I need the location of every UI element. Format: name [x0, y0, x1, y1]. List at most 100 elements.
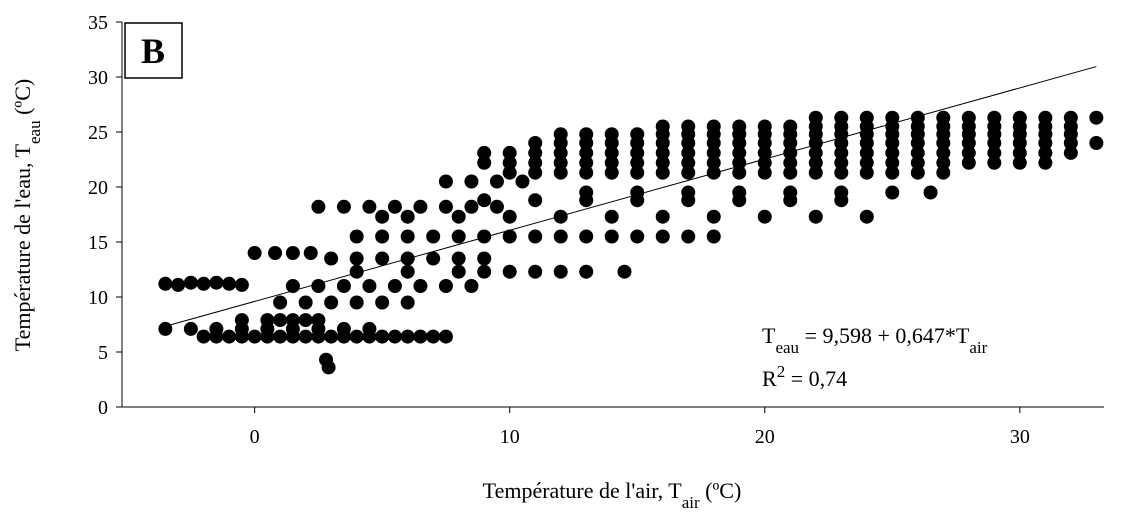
point [413, 329, 428, 344]
point [319, 352, 334, 367]
point [808, 145, 823, 160]
x-tick-label: 0 [250, 426, 260, 448]
point [553, 145, 568, 160]
point [324, 329, 339, 344]
x-tick-label: 20 [755, 426, 775, 448]
point [438, 279, 453, 293]
point [426, 229, 441, 244]
eq-part: = 9,598 + 0,647*T [799, 323, 970, 348]
point [961, 145, 976, 160]
point [757, 155, 772, 170]
trendline [162, 66, 1097, 328]
point [681, 165, 696, 180]
point [987, 110, 1002, 125]
point [834, 185, 849, 200]
point [732, 145, 747, 160]
point [502, 155, 517, 170]
point [681, 185, 696, 200]
point [757, 209, 772, 224]
point [732, 165, 747, 180]
point [885, 110, 900, 125]
point [324, 251, 339, 266]
point [630, 229, 645, 244]
point [528, 264, 543, 279]
point [579, 185, 594, 200]
point [732, 155, 747, 170]
point [1012, 110, 1027, 125]
r2-part: = 0,74 [785, 366, 847, 391]
point [171, 277, 186, 292]
point [655, 229, 670, 244]
point [426, 329, 441, 344]
point [859, 145, 874, 160]
point [375, 295, 390, 310]
point [859, 209, 874, 224]
point [783, 185, 798, 200]
point [604, 165, 619, 180]
point [706, 145, 721, 160]
point [630, 185, 645, 200]
point [477, 251, 492, 266]
y-tick-label: 20 [88, 177, 108, 199]
point [579, 229, 594, 244]
point [362, 321, 377, 336]
point [987, 145, 1002, 160]
point [400, 264, 415, 279]
y-tick-label: 30 [88, 67, 108, 89]
point [553, 209, 568, 224]
point [247, 329, 262, 344]
point [477, 145, 492, 160]
point [222, 329, 237, 344]
point [859, 165, 874, 180]
point [706, 229, 721, 244]
point [273, 295, 288, 310]
point [489, 199, 504, 214]
point [604, 155, 619, 170]
point [234, 313, 249, 328]
point [706, 165, 721, 180]
point [885, 155, 900, 170]
point [1012, 155, 1027, 170]
point [400, 229, 415, 244]
point [910, 145, 925, 160]
point [528, 136, 543, 150]
point [528, 165, 543, 180]
point [426, 251, 441, 266]
point [655, 155, 670, 170]
x-label-sub: air [682, 493, 700, 512]
point [298, 329, 313, 344]
point [655, 119, 670, 134]
point [196, 329, 211, 344]
point [553, 229, 568, 244]
point [528, 229, 543, 244]
point [477, 229, 492, 244]
point [579, 145, 594, 160]
point [349, 229, 364, 244]
point [987, 155, 1002, 170]
point [630, 155, 645, 170]
point [196, 276, 211, 291]
point [681, 155, 696, 170]
point [502, 145, 517, 160]
point [859, 110, 874, 125]
point [681, 145, 696, 160]
point [349, 295, 364, 310]
y-axis-label: Température de l'eau, Teau (ºC) [10, 79, 44, 352]
point [885, 145, 900, 160]
point [234, 277, 249, 292]
point [706, 155, 721, 170]
point [579, 165, 594, 180]
point [349, 251, 364, 266]
y-tick-label: 25 [88, 122, 108, 144]
r-squared: R2 = 0,74 [762, 362, 847, 392]
point [324, 295, 339, 310]
point [553, 264, 568, 279]
point [375, 209, 390, 224]
point [834, 145, 849, 160]
point [298, 313, 313, 328]
point [502, 165, 517, 180]
point [183, 275, 198, 290]
point [579, 127, 594, 142]
y-label-unit: (ºC) [10, 79, 35, 121]
point [375, 229, 390, 244]
